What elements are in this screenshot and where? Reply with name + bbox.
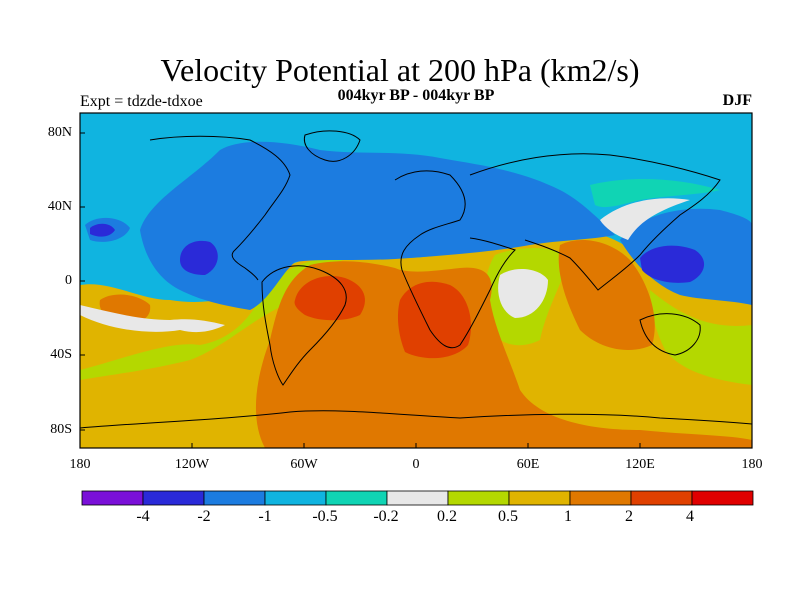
map-subtitle: 004kyr BP - 004kyr BP	[337, 87, 495, 104]
region-min-2-atlantic	[180, 240, 218, 275]
lon-label-120e: 120E	[625, 457, 655, 472]
colorbar-box	[691, 490, 754, 506]
coast-north-america	[149, 135, 291, 281]
colorbar-label: 1	[564, 508, 572, 525]
colorbar-box	[569, 490, 632, 506]
colorbar-label: 0.5	[498, 508, 518, 525]
lon-label-120w: 120W	[174, 457, 210, 472]
lat-label-80s: 80S	[50, 422, 72, 437]
lon-label-60w: 60W	[290, 457, 318, 472]
experiment-label: Expt = tdzde-tdxoe	[80, 93, 203, 110]
coast-south-america	[261, 265, 347, 386]
coastlines	[80, 130, 752, 429]
colorbar-label: -2	[197, 508, 211, 525]
colorbar-box	[81, 490, 144, 506]
colorbar-label: -0.2	[373, 508, 399, 525]
contour-field	[80, 113, 752, 448]
region-zero-africa	[498, 268, 548, 318]
colorbar-box	[630, 490, 693, 506]
coast-greenland	[303, 130, 361, 162]
lon-label-180w: 180	[69, 457, 91, 472]
axis-ticks	[79, 132, 753, 448]
coast-antarctica	[80, 410, 752, 429]
lon-label-60e: 60E	[516, 457, 540, 472]
colorbar-label: -1	[258, 508, 272, 525]
region-min-2-west	[90, 223, 115, 237]
coast-europe-africa	[394, 170, 516, 349]
colorbar-label: -0.5	[312, 508, 338, 525]
region-1-2-south-america	[255, 261, 752, 448]
colorbar-box	[142, 490, 205, 506]
colorbar-box	[386, 490, 449, 506]
lon-label-180e: 180	[741, 457, 763, 472]
region-2-africa	[397, 281, 471, 359]
colorbar-box	[203, 490, 266, 506]
lat-label-40s: 40S	[50, 347, 72, 362]
colorbar-box	[264, 490, 327, 506]
region-1-2-indian	[558, 240, 655, 350]
region-0.5-band	[80, 257, 345, 380]
lat-label-0: 0	[65, 273, 72, 288]
region-zero-band-north	[600, 198, 690, 240]
region-0.5-east	[650, 290, 752, 385]
colorbar-label: 2	[625, 508, 633, 525]
lon-label-0: 0	[412, 457, 420, 472]
coast-australia	[639, 313, 701, 356]
season-label: DJF	[722, 92, 752, 109]
colorbar-label: -4	[136, 508, 150, 525]
colorbar-label: 0.2	[437, 508, 457, 525]
region-negative-north	[140, 141, 615, 310]
region-2-brazil	[294, 276, 365, 321]
region-zero-pacific	[80, 305, 225, 333]
colorbar-box	[325, 490, 388, 506]
colorbar-box	[508, 490, 571, 506]
lat-label-40n: 40N	[47, 199, 72, 214]
region-negative-0.2-band	[590, 178, 720, 208]
colorbar-box	[447, 490, 510, 506]
colorbar-label: 4	[686, 508, 694, 525]
region-min-2-pacific	[640, 245, 705, 283]
colorbar	[81, 490, 754, 506]
lat-label-80n: 80N	[47, 125, 72, 140]
coast-asia	[469, 153, 721, 291]
map-title: Velocity Potential at 200 hPa (km2/s)	[160, 52, 640, 88]
